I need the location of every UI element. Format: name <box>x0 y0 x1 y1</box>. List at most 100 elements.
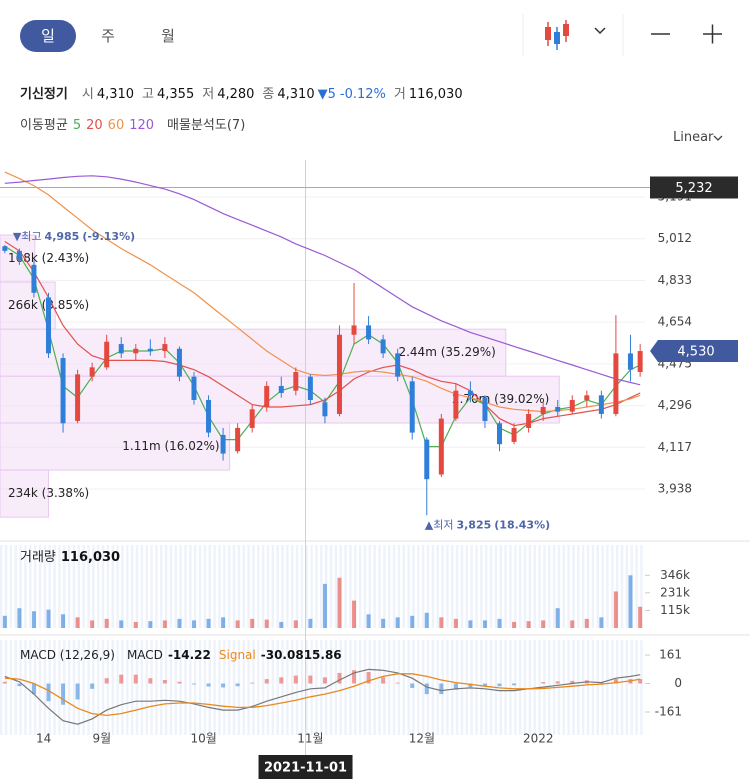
change-arrow: ▼ <box>317 87 328 102</box>
signal-value: -30.0815.86 <box>261 648 342 662</box>
macd-histogram-bar <box>235 683 240 687</box>
candle-body <box>351 325 357 335</box>
volume-bar <box>570 620 575 628</box>
field-value: 4,280 <box>217 87 255 102</box>
change-pct: -0.12% <box>339 87 386 102</box>
crosshair-price-box <box>650 176 738 199</box>
candle-body <box>438 418 444 475</box>
x-tick-label: 11월 <box>297 732 323 746</box>
macd-histogram-bar <box>191 683 196 685</box>
y-tick-label: 4,833 <box>658 273 692 287</box>
volume-bar <box>119 620 124 628</box>
candle-body <box>307 376 313 400</box>
last-price-label: 4,530 <box>677 345 714 360</box>
period-tab[interactable]: 일 <box>20 20 76 52</box>
macd-histogram-bar <box>638 679 643 684</box>
macd-histogram-bar <box>206 683 211 687</box>
stock-name: 기신정기 <box>20 87 68 102</box>
moving-average-line <box>4 175 641 386</box>
volume-bar <box>31 611 36 628</box>
macd-histogram-bar <box>555 681 560 684</box>
moving-average-line <box>4 171 641 413</box>
crosshair-price-label: 5,232 <box>675 181 712 196</box>
macd-histogram-bar <box>177 681 182 684</box>
macd-histogram-bar <box>453 683 458 690</box>
field-value: 4,310 <box>96 87 135 102</box>
crosshair-date-label: 2021-11-01 <box>264 761 347 776</box>
candle-body <box>424 439 430 480</box>
volume-bar <box>526 621 531 628</box>
candle-body <box>45 297 51 354</box>
volume-bar <box>613 591 618 628</box>
macd-histogram-bar <box>17 683 22 687</box>
macd-histogram-bar <box>293 675 298 684</box>
candle-body <box>613 353 619 414</box>
candle-body <box>526 413 532 428</box>
volume-value: 116,030 <box>61 550 120 565</box>
candle-body <box>89 367 95 377</box>
volume-bar <box>206 618 211 628</box>
macd-histogram-bar <box>90 683 95 689</box>
macd-histogram-bar <box>541 682 546 684</box>
macd-histogram-bar <box>352 670 357 684</box>
volume-bar <box>512 621 517 628</box>
dropdown-chevron[interactable] <box>594 27 606 35</box>
macd-histogram-bar <box>381 677 386 684</box>
candle-body <box>264 385 270 407</box>
volume-bar <box>424 612 429 628</box>
x-tick-label: 9월 <box>92 732 111 746</box>
candle-body <box>75 374 81 421</box>
x-tick-label: 12월 <box>409 732 435 746</box>
macd-histogram-bar <box>2 681 7 684</box>
volume-bar <box>638 606 643 628</box>
candle-body <box>2 246 8 251</box>
macd-histogram-bar <box>424 683 429 695</box>
volume-bar <box>162 620 167 628</box>
volume-bar <box>148 621 153 628</box>
y-tick-label: 4,117 <box>658 440 692 454</box>
macd-histogram-bar <box>512 683 517 686</box>
candle-body <box>380 339 386 354</box>
scale-selector[interactable]: Linear <box>673 130 714 145</box>
volume-bar <box>90 620 95 628</box>
macd-histogram-bar <box>104 678 109 684</box>
volume-bar <box>497 618 502 628</box>
volume-bar <box>628 575 633 628</box>
crosshair-date-box <box>258 755 353 779</box>
macd-histogram-bar <box>279 677 284 684</box>
candle-body <box>569 399 575 412</box>
volume-bar <box>555 608 560 628</box>
y-tick-label: 5,012 <box>658 231 692 245</box>
x-tick-label: 2022 <box>523 732 554 746</box>
volume-tick-label: 231k <box>660 585 690 599</box>
volume-bar <box>395 617 400 628</box>
period-tab[interactable]: 주 <box>101 27 115 45</box>
candle-body <box>133 348 139 354</box>
volume-profile-label: 2.44m (35.29%) <box>398 345 495 359</box>
marker-text: ▲최저 <box>425 518 454 531</box>
volume-bar <box>191 620 196 628</box>
volume-bar <box>61 614 66 628</box>
candle-body <box>220 434 226 454</box>
volume-profile-label: 1.11m (16.02%) <box>122 439 219 453</box>
field-value: 116,030 <box>408 87 463 102</box>
scale-chevron[interactable] <box>713 135 723 141</box>
volume-bar <box>279 621 284 628</box>
volume-bar <box>482 620 487 628</box>
candle-body <box>467 390 473 396</box>
marker-pct: (-9.13%) <box>82 230 135 243</box>
volume-bar <box>599 617 604 628</box>
macd-tick-label: -161 <box>655 705 682 719</box>
volume-bar <box>308 618 313 628</box>
marker-text: ▼최고 <box>13 230 42 243</box>
volume-tick-label: 115k <box>660 603 690 617</box>
chart-type-icon[interactable] <box>545 20 569 50</box>
macd-title: MACD (12,26,9) MACD -14.22 Signal -30.0815.8… <box>20 648 342 662</box>
macd-histogram-bar <box>570 680 575 684</box>
volume-profile-label: 234k (3.38%) <box>8 486 89 500</box>
zoom-in-button[interactable] <box>703 24 722 44</box>
period-tab[interactable]: 월 <box>161 27 175 45</box>
macd-histogram-bar <box>439 683 444 695</box>
candle-body <box>293 372 299 391</box>
volume-bar <box>104 618 109 628</box>
